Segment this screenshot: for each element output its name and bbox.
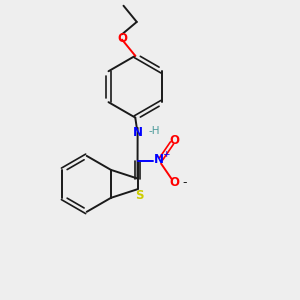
Text: +: + (162, 150, 170, 159)
Text: O: O (117, 32, 127, 45)
Text: N: N (154, 153, 164, 166)
Text: N: N (133, 126, 142, 140)
Text: S: S (135, 189, 143, 202)
Text: O: O (169, 176, 179, 189)
Text: O: O (169, 134, 179, 146)
Text: -: - (182, 176, 187, 190)
Text: -H: -H (149, 126, 160, 136)
